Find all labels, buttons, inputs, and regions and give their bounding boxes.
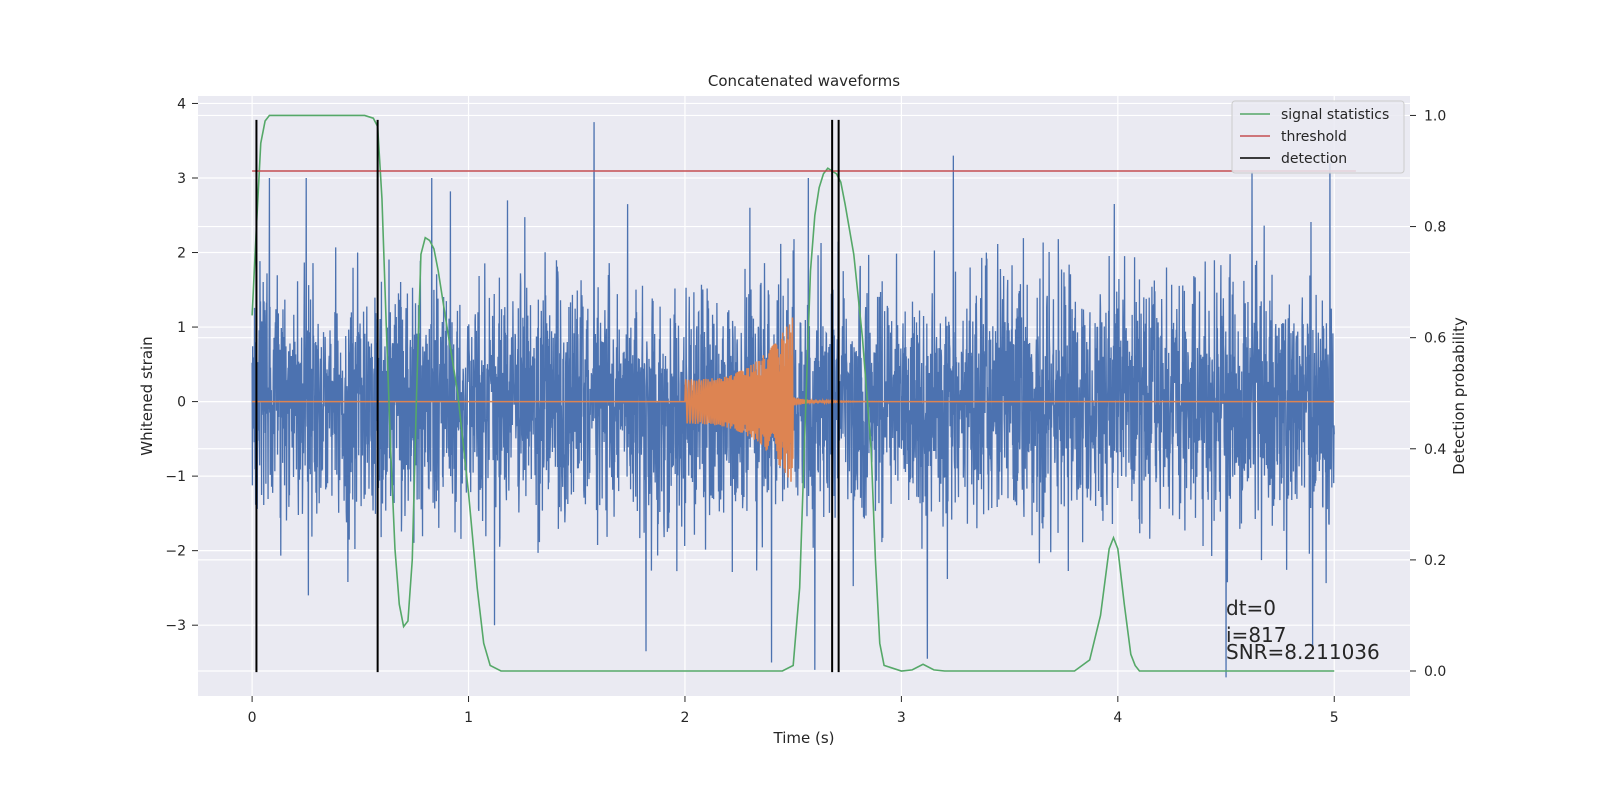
y-tick-label-right: 0.8 [1424, 220, 1446, 236]
y-tick-label-right: 0.2 [1424, 553, 1446, 569]
x-tick-label: 5 [1330, 710, 1339, 726]
x-tick-label: 3 [897, 710, 906, 726]
y-tick-label-right: 0.6 [1424, 331, 1446, 347]
legend-label-signal-statistics: signal statistics [1281, 107, 1389, 123]
annotation-index: i=817 [1226, 623, 1287, 647]
series-whitened-strain [251, 122, 1335, 678]
x-tick-label: 1 [464, 710, 473, 726]
y-tick-label-left: −1 [165, 469, 186, 485]
x-tick-label: 0 [248, 710, 257, 726]
legend-box [1231, 100, 1405, 174]
data-layer [251, 114, 1356, 678]
y-tick-label-left: −2 [165, 544, 186, 560]
y-tick-label-right: 0.0 [1424, 664, 1446, 680]
legend-label-threshold: threshold [1281, 129, 1347, 145]
y-axis-label-left: Whitened strain [138, 336, 156, 455]
y-tick-label-left: 2 [177, 246, 186, 262]
y-tick-label-right: 1.0 [1424, 108, 1446, 124]
y-tick-label-right: 0.4 [1424, 442, 1446, 458]
series-signal-statistics [251, 114, 1335, 672]
legend-label-detection: detection [1281, 151, 1347, 167]
annotation-dt: dt=0 [1226, 596, 1276, 620]
x-axis-label: Time (s) [773, 729, 835, 747]
y-tick-label-left: −3 [165, 618, 186, 634]
series-injected-chirp [252, 317, 1335, 482]
y-axis-label-right: Detection probability [1450, 317, 1468, 475]
annotation-snr: SNR=8.211036 [1226, 640, 1380, 664]
legend: signal statistics threshold detection [1231, 100, 1405, 174]
axes-layer: 0 1 2 3 4 5 −3 −2 −1 0 1 2 3 4 0.0 0.2 0.4 0.6 0.8 1.0 [165, 96, 1446, 726]
x-tick-label: 2 [681, 710, 690, 726]
y-tick-label-left: 1 [177, 320, 186, 336]
chart-title: Concatenated waveforms [708, 72, 900, 90]
y-tick-label-left: 3 [177, 171, 186, 187]
x-tick-label: 4 [1113, 710, 1122, 726]
y-tick-label-left: 4 [177, 96, 186, 112]
y-tick-label-left: 0 [177, 395, 186, 411]
